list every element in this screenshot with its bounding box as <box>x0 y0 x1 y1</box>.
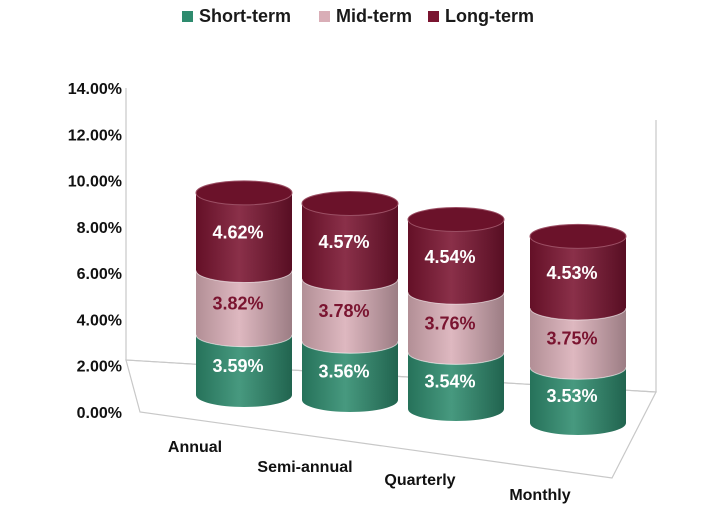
segment-seam <box>195 270 293 283</box>
y-tick-label: 8.00% <box>77 220 122 237</box>
bar-segment <box>408 292 504 365</box>
data-label: 3.54% <box>424 372 475 392</box>
bar-top-cap <box>529 223 627 249</box>
segment-seam <box>301 341 399 354</box>
data-label: 3.75% <box>546 329 597 349</box>
category-label: Quarterly <box>384 472 455 489</box>
bar-segment <box>196 192 292 283</box>
bar-segment <box>302 341 398 412</box>
y-tick-label: 0.00% <box>77 405 122 422</box>
category-label: Semi-annual <box>257 459 352 476</box>
segment-seam <box>407 352 505 365</box>
bar-segment <box>408 219 504 305</box>
category-labels: Annual Semi-annual Quarterly Monthly <box>168 439 571 504</box>
legend: Short-term Mid-term Long-term <box>182 6 534 26</box>
segment-seam <box>407 292 505 305</box>
bar-segment <box>530 307 626 380</box>
y-tick-label: 12.00% <box>68 127 122 144</box>
category-label: Annual <box>168 439 222 456</box>
bar-segment <box>302 203 398 291</box>
legend-swatch <box>182 11 193 22</box>
data-label: 3.59% <box>212 356 263 376</box>
legend-label: Long-term <box>445 6 534 26</box>
bar-top-cap <box>301 190 399 216</box>
bar-stack: 3.54% 3.76% 4.54% <box>407 207 505 421</box>
legend-label: Mid-term <box>336 6 412 26</box>
legend-swatch <box>428 11 439 22</box>
y-tick-label: 14.00% <box>68 81 122 98</box>
segment-seam <box>529 307 627 321</box>
data-label: 3.56% <box>318 362 369 382</box>
data-label: 3.82% <box>212 294 263 314</box>
bar-segment <box>530 236 626 320</box>
data-label: 3.78% <box>318 301 369 321</box>
bar-stack: 3.59% 3.82% 4.62% <box>195 180 293 407</box>
y-tick-label: 4.00% <box>77 312 122 329</box>
legend-label: Short-term <box>199 6 291 26</box>
bars: 3.59% 3.82% 4.62% 3.56% 3.78% 4.57% 3.54% 3.76%… <box>195 180 627 435</box>
segment-seam <box>195 334 293 348</box>
legend-swatch <box>319 11 330 22</box>
segment-seam <box>301 278 399 292</box>
bar-segment <box>408 352 504 421</box>
y-tick-label: 2.00% <box>77 359 122 376</box>
bar-segment <box>302 278 398 354</box>
bar-stack: 3.53% 3.75% 4.53% <box>529 223 627 435</box>
segment-seam <box>529 367 627 380</box>
category-label: Monthly <box>509 487 570 504</box>
data-label: 4.54% <box>424 247 475 267</box>
bar-segment <box>196 334 292 407</box>
data-label: 4.62% <box>212 223 263 243</box>
data-label: 4.53% <box>546 263 597 283</box>
data-label: 3.53% <box>546 386 597 406</box>
bar-segment <box>196 270 292 347</box>
bar-top-cap <box>195 180 293 206</box>
y-axis-ticks: 0.00% 2.00% 4.00% 6.00% 8.00% 10.00% 12.00% 14.… <box>68 81 122 422</box>
data-label: 4.57% <box>318 232 369 252</box>
bar-top-cap <box>407 207 505 233</box>
bar-stack: 3.56% 3.78% 4.57% <box>301 190 399 412</box>
bar-segment <box>530 367 626 435</box>
y-tick-label: 6.00% <box>77 266 122 283</box>
y-tick-label: 10.00% <box>68 174 122 191</box>
data-label: 3.76% <box>424 313 475 333</box>
